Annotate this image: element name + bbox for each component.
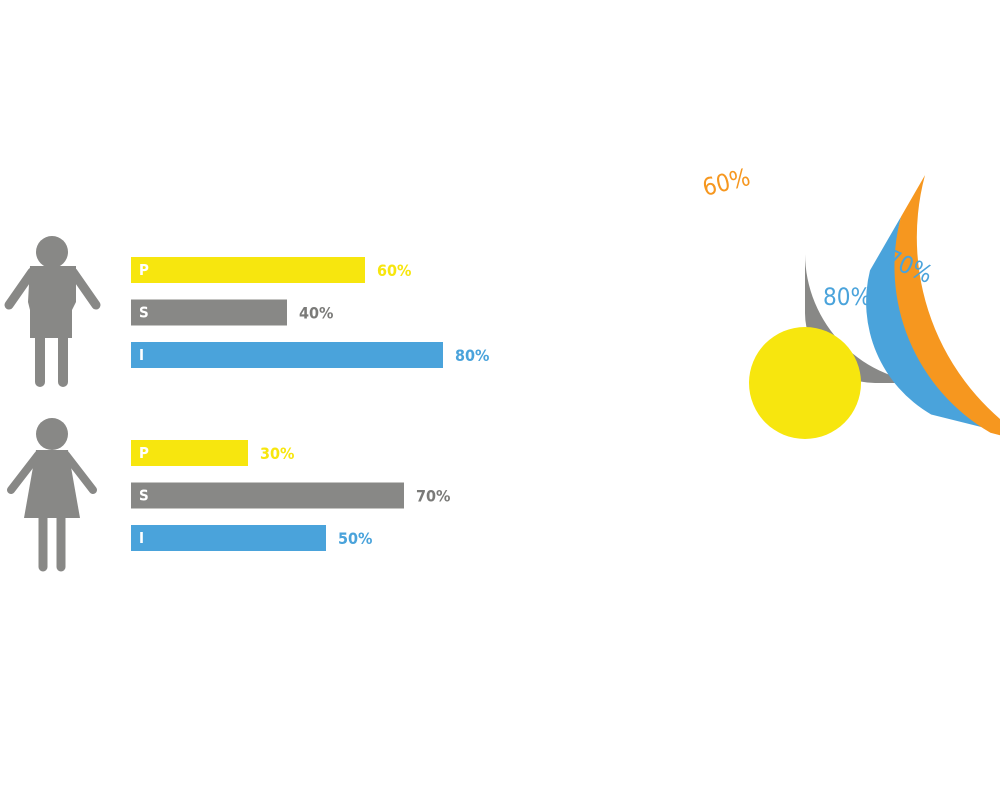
ring-segment-divider: [829, 510, 843, 572]
ring-segment-divider: [604, 488, 646, 516]
ring-segment-divider: [649, 459, 701, 497]
ring-segment-divider: [661, 254, 709, 297]
ring-segment-divider: [680, 345, 738, 364]
ring-segment-divider: [695, 420, 747, 454]
ring-segment-divider: [615, 405, 678, 417]
ring-segment-divider: [759, 448, 782, 505]
bar-value-label: 50%: [338, 529, 372, 548]
ring-segment-divider: [792, 143, 796, 192]
bar-female-p: [131, 440, 248, 466]
ring-segment-divider: [786, 452, 796, 512]
ring-segment-divider: [694, 225, 731, 277]
bar-male-i: [131, 342, 443, 368]
ring-arc-outer: [894, 175, 1000, 436]
ring-segment-divider: [850, 435, 891, 482]
ring-segment-divider: [613, 372, 676, 377]
ring-segment-divider: [797, 512, 801, 575]
bar-group-male: P 60% S 40% I 80%: [131, 257, 489, 368]
ring-segment-divider: [751, 570, 764, 618]
ring-segment-divider: [776, 255, 791, 315]
ring-segment-divider: [754, 508, 772, 569]
ring-segment-divider: [824, 450, 843, 508]
ring-segment-divider: [831, 145, 840, 193]
ring-segment-divider: [903, 547, 930, 589]
bar-category-label: P: [139, 444, 149, 462]
ring-segment-divider: [732, 204, 757, 263]
ring-segment-divider: [860, 424, 910, 462]
female-person-icon: [7, 418, 97, 572]
bar-category-label: S: [139, 304, 149, 322]
ring-segment-divider: [636, 289, 692, 321]
bar-category-label: I: [139, 529, 144, 547]
ring-segment-divider: [703, 164, 725, 209]
bar-value-label: 30%: [260, 444, 294, 463]
ring-segment-divider: [867, 155, 884, 202]
ring-segment-divider: [714, 497, 745, 553]
ring-segment-divider: [838, 444, 868, 498]
ring-segment-divider: [678, 480, 721, 529]
ring-segment-divider: [747, 149, 760, 197]
bar-group-female: P 30% S 70% I 50%: [131, 440, 450, 551]
ring-segment-divider: [734, 441, 768, 493]
radial-ring-chart: 80%70%60%: [565, 143, 1000, 623]
ring-segment-divider: [683, 406, 740, 429]
ring-segment-divider: [904, 466, 953, 507]
ring-segment-divider: [629, 218, 666, 252]
ring-segment-divider: [633, 517, 669, 552]
ring-value-label-outer: 60%: [700, 163, 753, 202]
ring-outer: [565, 143, 1000, 623]
bar-category-label: P: [139, 261, 149, 279]
ring-segment-divider: [835, 572, 844, 620]
bar-category-label: S: [139, 487, 149, 505]
ring-segment-divider: [920, 441, 977, 471]
ring-segment-divider: [620, 329, 681, 348]
ring-segment-divider: [870, 563, 889, 609]
ring-segment-divider: [809, 452, 815, 513]
ring-segment-divider: [797, 574, 800, 623]
ring-segment-divider: [726, 278, 764, 328]
ring-segment-divider: [675, 373, 736, 379]
ring-segment-divider: [601, 254, 643, 281]
bar-male-p: [131, 257, 365, 283]
ring-segment-divider: [664, 187, 694, 228]
ring-segment-divider: [581, 295, 627, 314]
ring-arc-middle: [866, 216, 992, 430]
ring-segment-divider: [857, 501, 884, 559]
ring-segment-divider: [708, 558, 729, 604]
bar-value-label: 80%: [455, 346, 489, 365]
ring-segment-divider: [774, 193, 786, 255]
ring-middle: [613, 191, 992, 575]
ring-segment-divider: [933, 525, 967, 562]
ring-segment-divider: [958, 497, 998, 528]
ring-segment-divider: [706, 297, 753, 338]
ring-segment-divider: [750, 264, 777, 320]
ring-value-label-inner: 80%: [823, 283, 871, 311]
ring-segment-divider: [842, 199, 862, 259]
bar-value-label: 60%: [377, 261, 411, 280]
ring-segment-divider: [583, 456, 628, 476]
ring-segment-divider: [676, 392, 736, 402]
bar-category-label: I: [139, 346, 144, 364]
ring-segment-divider: [569, 420, 617, 432]
ring-segment-divider: [628, 433, 686, 459]
bar-female-i: [131, 525, 326, 551]
bar-groups: P 60% S 40% I 80% P 30% S 70% I 50%: [131, 257, 489, 551]
ring-segment-divider: [882, 486, 921, 537]
ring-segment-divider: [977, 466, 1000, 479]
ring-segment-divider: [568, 339, 617, 349]
ring-segment-divider: [712, 432, 756, 476]
ring-segment-divider: [668, 540, 697, 581]
bar-male-s: [131, 299, 287, 326]
bar-value-label: 40%: [299, 304, 333, 323]
bar-female-s: [131, 482, 404, 509]
male-person-icon: [4, 236, 101, 387]
ring-segment-divider: [868, 411, 924, 438]
ring-center-disc: [749, 327, 861, 439]
ring-segment-divider: [813, 191, 819, 254]
bar-value-label: 70%: [416, 487, 450, 506]
ring-segment-divider: [690, 320, 744, 350]
